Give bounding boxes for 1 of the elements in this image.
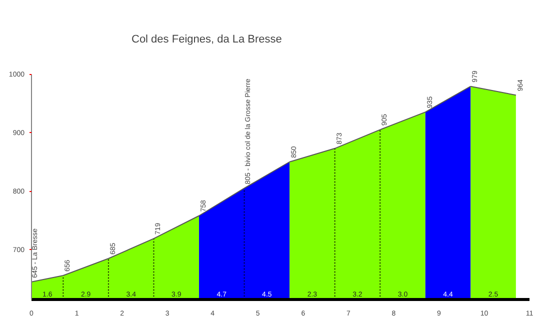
chart-title: Col des Feignes, da La Bresse	[132, 34, 282, 46]
